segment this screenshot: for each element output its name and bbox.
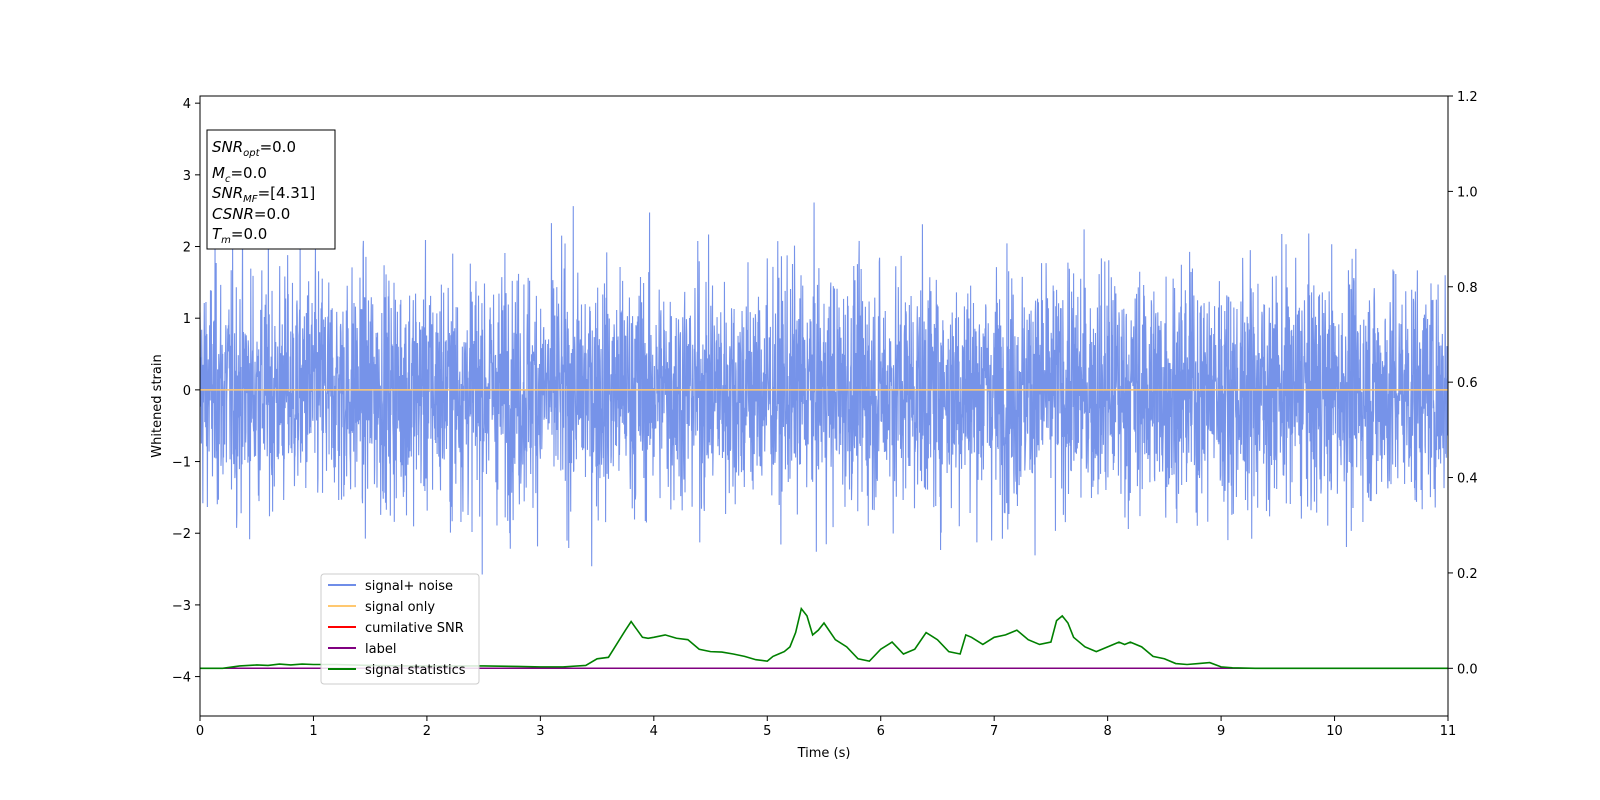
- y-left-tick-label: −3: [172, 599, 191, 614]
- y-left-tick-label: 0: [183, 384, 191, 399]
- info-snr-opt: SNRopt=0.0: [212, 138, 296, 159]
- x-tick-label: 5: [763, 724, 771, 739]
- legend-label-cumulative-snr: cumilative SNR: [365, 621, 464, 636]
- info-snr-opt-sub: opt: [243, 148, 260, 159]
- y-right-tick-label: 1.0: [1457, 185, 1478, 200]
- y-axis-label: Whitened strain: [150, 354, 165, 457]
- info-mc-value: =0.0: [230, 164, 266, 182]
- y-left-tick-label: 3: [183, 169, 191, 184]
- signal-statistics-line: [200, 606, 1448, 670]
- y-right-tick-label: 0.8: [1457, 281, 1478, 296]
- legend-label-signal-plus-noise: signal+ noise: [365, 579, 453, 594]
- legend-label-label: label: [365, 642, 396, 657]
- info-mc: Mc=0.0: [212, 164, 267, 185]
- x-tick-label: 6: [877, 724, 885, 739]
- x-tick-label: 11: [1440, 724, 1457, 739]
- y-right-tick-label: 0.2: [1457, 567, 1478, 582]
- info-tm-value: =0.0: [231, 225, 267, 243]
- y-right-tick-label: 1.2: [1457, 90, 1478, 105]
- info-snr-opt-base: SNR: [212, 138, 243, 156]
- y-right-tick-label: 0.6: [1457, 376, 1478, 391]
- y-left-tick-label: 4: [183, 97, 191, 112]
- y-left-tick-label: −1: [172, 456, 191, 471]
- info-tm-base: T: [212, 225, 223, 243]
- info-snr-mf-sub: MF: [243, 194, 258, 205]
- y-axis-left: −4 −3 −2 −1 0 1 2 3 4: [172, 97, 200, 686]
- legend-frame: [320, 573, 480, 685]
- info-mc-base: M: [212, 164, 225, 182]
- y-left-tick-label: −4: [172, 671, 191, 686]
- info-csnr: CSNR=0.0: [212, 205, 290, 223]
- x-tick-label: 7: [990, 724, 998, 739]
- y-left-tick-label: 1: [183, 312, 191, 327]
- y-axis-right: 0.0 0.2 0.4 0.6 0.8 1.0 1.2: [1448, 90, 1478, 677]
- x-tick-label: 2: [423, 724, 431, 739]
- x-axis: 0 1 2 3 4 5 6 7 8 9 10 11: [196, 716, 1456, 739]
- info-tm: Tm=0.0: [212, 225, 267, 246]
- info-mc-sub: c: [225, 174, 231, 185]
- info-snr-mf-value: =[4.31]: [258, 184, 316, 202]
- x-tick-label: 10: [1326, 724, 1343, 739]
- info-csnr-value: =0.0: [254, 205, 290, 223]
- info-csnr-base: CSNR: [212, 205, 254, 223]
- noise-trace: [199, 202, 1449, 575]
- info-snr-mf-base: SNR: [212, 184, 243, 202]
- y-left-tick-label: 2: [183, 241, 191, 256]
- series-signal-statistics: [200, 606, 1448, 670]
- series-signal-plus-noise: [199, 202, 1449, 575]
- x-axis-label: Time (s): [797, 746, 851, 761]
- legend-label-signal-only: signal only: [365, 600, 435, 615]
- x-tick-label: 1: [309, 724, 317, 739]
- x-tick-label: 0: [196, 724, 204, 739]
- y-left-tick-label: −2: [172, 527, 191, 542]
- info-box: SNRopt=0.0 Mc=0.0 SNRMF=[4.31] CSNR=0.0 …: [206, 129, 336, 250]
- y-right-tick-label: 0.4: [1457, 472, 1478, 487]
- x-tick-label: 3: [536, 724, 544, 739]
- y-right-tick-label: 0.0: [1457, 662, 1478, 677]
- info-snr-mf: SNRMF=[4.31]: [212, 184, 315, 205]
- info-snr-opt-value: =0.0: [260, 138, 296, 156]
- legend-label-signal-statistics: signal statistics: [365, 663, 466, 678]
- info-tm-sub: m: [221, 235, 231, 246]
- info-box-frame: [206, 129, 336, 250]
- x-tick-label: 8: [1103, 724, 1111, 739]
- plot-frame: [199, 95, 1449, 717]
- x-tick-label: 9: [1217, 724, 1225, 739]
- legend: signal+ noise signal only cumilative SNR…: [320, 573, 480, 685]
- x-tick-label: 4: [650, 724, 658, 739]
